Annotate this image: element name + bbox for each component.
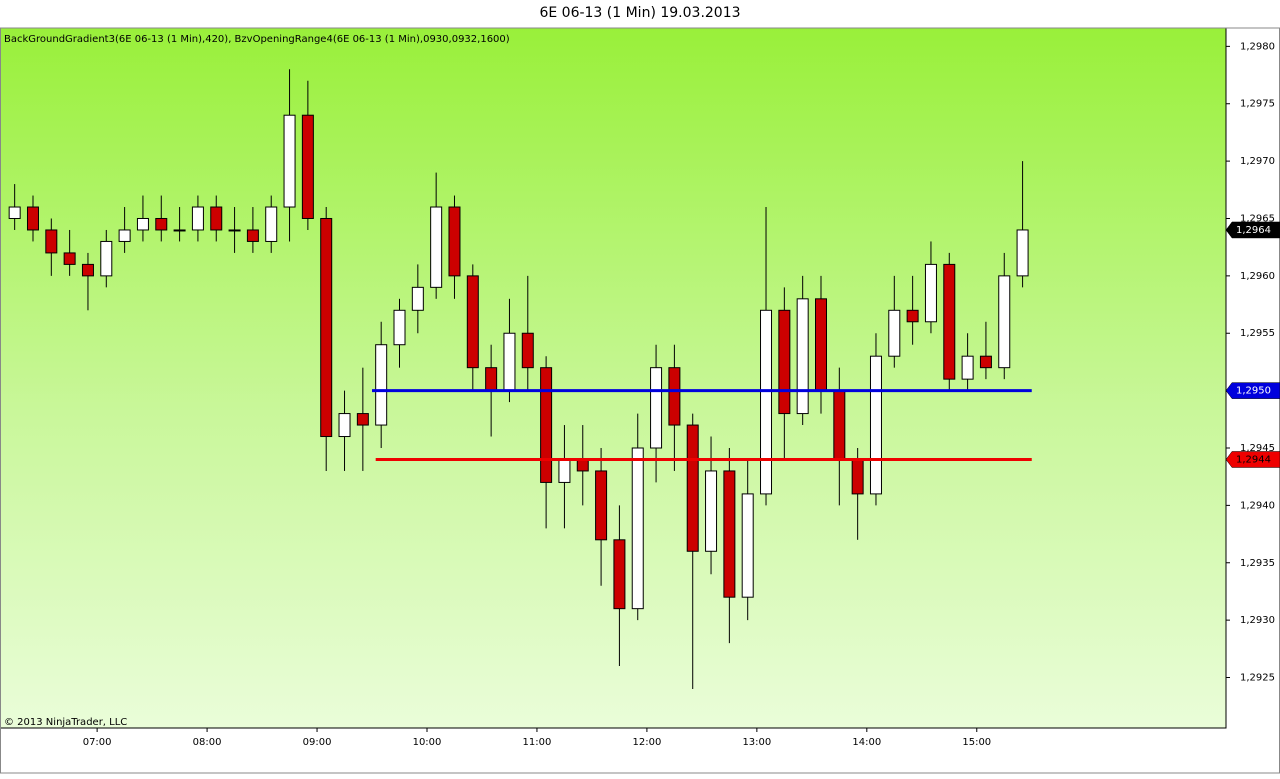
candle-body xyxy=(796,298,809,415)
candle-body xyxy=(8,206,21,219)
indicator-label: BackGroundGradient3(6E 06-13 (1 Min),420… xyxy=(4,34,510,45)
candle-body xyxy=(448,206,461,277)
candle-body xyxy=(173,229,186,232)
candle-body xyxy=(228,229,241,232)
candle-body xyxy=(100,240,113,277)
x-tick-label: 15:00 xyxy=(962,737,991,748)
candle-body xyxy=(63,252,76,265)
candle-body xyxy=(741,493,754,598)
candle-body xyxy=(283,114,296,208)
y-tick-label: 1,2970 xyxy=(1240,156,1275,167)
y-tick-label: 1,2975 xyxy=(1240,99,1275,110)
y-tick-label: 1,2945 xyxy=(1240,443,1275,454)
candle-body xyxy=(686,424,699,552)
candle-body xyxy=(301,114,314,219)
candle-body xyxy=(26,206,39,231)
x-tick-label: 13:00 xyxy=(742,737,771,748)
candle-body xyxy=(466,275,479,369)
candle-body xyxy=(45,229,58,254)
candle-body xyxy=(888,309,901,357)
candle-body xyxy=(906,309,919,323)
price-marker-label: 1,2944 xyxy=(1236,454,1271,465)
candle-body xyxy=(540,367,553,483)
candle-body xyxy=(760,309,773,495)
candle-body xyxy=(356,413,369,426)
x-tick-label: 09:00 xyxy=(303,737,332,748)
candle-body xyxy=(631,447,644,610)
candle-body xyxy=(961,355,974,380)
candle-body xyxy=(815,298,827,392)
candle-body xyxy=(979,355,992,369)
candle-body xyxy=(723,470,736,598)
candle-body xyxy=(136,217,149,231)
candle-body xyxy=(576,458,589,472)
candle-body xyxy=(521,332,534,369)
candle-body xyxy=(320,217,333,438)
y-tick-label: 1,2960 xyxy=(1240,271,1275,282)
candle-body xyxy=(778,309,791,415)
x-tick-label: 10:00 xyxy=(413,737,442,748)
candle-body xyxy=(118,229,131,242)
candle-body xyxy=(613,539,626,610)
candle-body xyxy=(558,458,571,483)
candle-body xyxy=(943,263,956,380)
price-marker xyxy=(1225,382,1280,399)
y-tick-label: 1,2940 xyxy=(1240,500,1275,511)
candle-body xyxy=(705,470,718,552)
candle-body xyxy=(155,217,168,231)
candle-body xyxy=(393,309,406,346)
candle-body xyxy=(668,367,681,426)
candle-body xyxy=(246,229,259,242)
candle-body xyxy=(869,355,882,495)
x-tick-label: 07:00 xyxy=(83,737,112,748)
candle-body xyxy=(650,367,663,449)
candle-body xyxy=(265,206,278,242)
candle-body xyxy=(338,413,351,438)
price-marker-label: 1,2964 xyxy=(1236,225,1271,236)
candle-body xyxy=(1016,229,1029,277)
candle-body xyxy=(503,332,516,392)
candle-body xyxy=(485,367,498,392)
y-tick-label: 1,2935 xyxy=(1240,558,1275,569)
y-tick-label: 1,2955 xyxy=(1240,328,1275,339)
x-tick-label: 12:00 xyxy=(632,737,661,748)
price-marker xyxy=(1225,451,1280,468)
candle-body xyxy=(851,458,864,495)
candle-body xyxy=(411,286,424,311)
y-tick-label: 1,2930 xyxy=(1240,615,1275,626)
candle-body xyxy=(595,470,608,541)
y-tick-label: 1,2925 xyxy=(1240,673,1275,684)
y-tick-label: 1,2965 xyxy=(1240,213,1275,224)
candle-body xyxy=(81,263,94,277)
copyright: © 2013 NinjaTrader, LLC xyxy=(4,717,127,728)
x-tick-label: 14:00 xyxy=(852,737,881,748)
candle-body xyxy=(924,263,937,323)
y-tick-label: 1,2980 xyxy=(1240,41,1275,52)
chart-title: 6E 06-13 (1 Min) 19.03.2013 xyxy=(539,5,740,21)
candle-body xyxy=(191,206,204,231)
plot-area xyxy=(0,27,1227,729)
x-tick-label: 08:00 xyxy=(193,737,222,748)
price-marker xyxy=(1225,221,1280,239)
price-marker-label: 1,2950 xyxy=(1236,386,1271,397)
candle-body xyxy=(998,275,1011,369)
x-tick-label: 11:00 xyxy=(523,737,552,748)
candle-body xyxy=(430,206,443,288)
candle-body xyxy=(210,206,223,231)
candle-body xyxy=(375,344,388,426)
candle-body xyxy=(833,390,846,460)
